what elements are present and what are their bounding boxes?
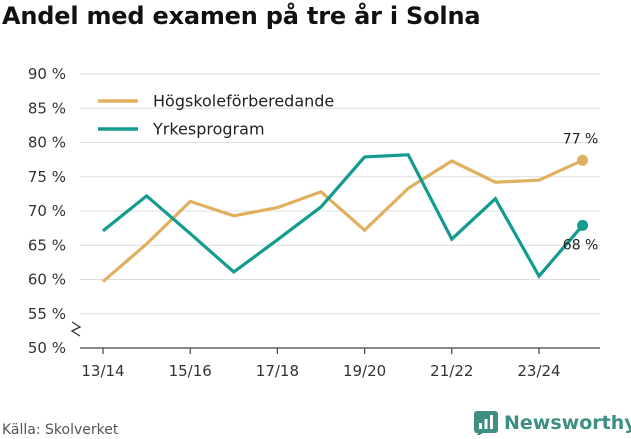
- y-tick-label: 50 %: [28, 339, 66, 357]
- series-line-1: [101, 158, 584, 283]
- series-end-point-2: [577, 219, 589, 231]
- y-tick-label: 70 %: [28, 202, 66, 220]
- x-tick-label: 19/20: [343, 362, 386, 380]
- legend: Högskoleförberedande Yrkesprogram: [98, 92, 334, 139]
- newsworthy-icon: [474, 411, 498, 435]
- y-axis-tick-labels: 50 % 55 % 60 % 65 % 70 % 75 % 80 % 85 % 90 %: [28, 65, 66, 357]
- grid-lines: [80, 73, 600, 349]
- series-line-2: [101, 153, 584, 279]
- line-chart: 50 % 55 % 60 % 65 % 70 % 75 % 80 % 85 % 90 % 13/…: [28, 65, 600, 380]
- legend-label: Högskoleförberedande: [153, 92, 334, 111]
- series-lines: [101, 153, 589, 283]
- x-axis: 13/14 15/16 17/18 19/20 21/22 23/24: [70, 321, 600, 380]
- y-tick-label: 75 %: [28, 168, 66, 186]
- x-tick-label: 13/14: [81, 362, 124, 380]
- legend-label: Yrkesprogram: [152, 120, 265, 139]
- x-tick-label: 15/16: [169, 362, 212, 380]
- newsworthy-logo: Newsworthy: [474, 408, 631, 438]
- axis-break-icon: [70, 321, 82, 337]
- x-tick-label: 21/22: [430, 362, 473, 380]
- y-tick-label: 85 %: [28, 99, 66, 117]
- end-labels: 77 % 68 %: [563, 131, 599, 253]
- y-tick-label: 80 %: [28, 134, 66, 152]
- y-tick-label: 90 %: [28, 65, 66, 83]
- x-tick-label: 23/24: [517, 362, 560, 380]
- y-tick-label: 65 %: [28, 236, 66, 254]
- source-note: Källa: Skolverket: [2, 422, 119, 438]
- end-value-label: 68 %: [563, 237, 599, 253]
- series-end-point-1: [577, 154, 589, 166]
- x-tick-label: 17/18: [256, 362, 299, 380]
- brand-name: Newsworthy: [504, 412, 631, 434]
- end-value-label: 77 %: [563, 131, 599, 147]
- y-tick-label: 55 %: [28, 305, 66, 323]
- chart-title: Andel med examen på tre år i Solna: [2, 2, 481, 30]
- y-tick-label: 60 %: [28, 271, 66, 289]
